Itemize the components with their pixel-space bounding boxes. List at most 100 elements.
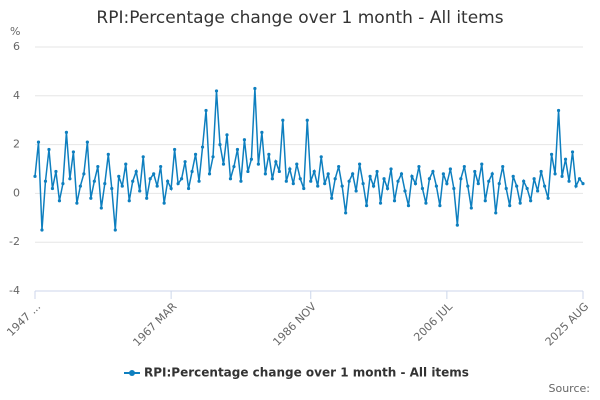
point [452,186,456,191]
point [43,179,48,183]
point [267,152,271,156]
point [291,182,295,186]
point [553,172,557,176]
point [563,157,568,161]
point [480,162,484,166]
point [277,169,281,174]
point [337,164,341,169]
y-tick-label: -4 [9,284,20,297]
legend-label: RPI:Percentage change over 1 month - All… [144,366,469,380]
point [92,179,96,183]
point [567,179,571,183]
point [169,186,173,191]
point [239,179,243,183]
point [515,184,519,188]
point [462,164,466,169]
point [200,145,205,149]
point [570,150,575,154]
point [40,228,44,232]
point [78,184,82,188]
point [148,177,152,181]
point [57,199,62,203]
point [138,189,142,193]
point [417,164,421,169]
point [448,167,452,171]
point [33,174,37,178]
point [235,147,240,152]
point [207,172,212,176]
point [532,177,536,181]
point [406,204,411,208]
point [361,182,365,186]
point [124,162,128,166]
x-tick-label: 1986 NOV [270,300,319,349]
point [173,147,177,152]
point [36,140,41,144]
point [546,196,550,200]
point [211,155,215,159]
point [183,160,187,164]
point [89,196,93,200]
point [410,174,414,178]
point [368,174,372,178]
point [162,201,166,205]
y-tick-label: 2 [13,138,20,151]
point [159,164,163,169]
point [354,189,358,193]
point [281,118,285,122]
point [529,199,533,203]
point [309,179,313,183]
line [34,88,584,231]
point [340,184,344,188]
point [490,172,494,176]
point [483,199,487,203]
point [134,169,138,174]
point [424,201,428,205]
point [371,184,376,188]
point [539,169,543,174]
point [232,164,236,169]
y-axis-label: % [10,25,20,38]
point [375,169,379,174]
point [75,201,79,205]
point [166,179,170,183]
point [152,172,156,176]
x-tick-label: 2006 JUL [411,299,455,343]
point [225,133,229,137]
point [64,130,69,134]
point [560,174,564,178]
point [103,182,107,186]
point [577,177,582,181]
point [288,167,292,171]
point [469,206,473,210]
point [228,177,233,181]
point [316,184,320,188]
point [508,204,512,208]
point [120,184,124,188]
point [497,182,501,186]
point [197,179,201,183]
point [99,206,103,210]
point [522,179,526,183]
y-tick-label: 4 [13,89,20,102]
point [295,162,299,166]
chart-title: RPI:Percentage change over 1 month - All… [96,8,503,28]
point [274,160,278,164]
point [270,177,274,181]
point [396,179,400,183]
point [511,174,515,178]
point [85,140,89,144]
point [487,179,491,183]
point [326,172,330,176]
point [110,186,114,191]
point [494,211,498,215]
point [347,179,351,183]
point [193,152,198,156]
point [155,184,159,188]
point [413,182,418,186]
point [476,182,480,186]
point [246,169,250,174]
point [543,184,547,188]
point [106,152,110,156]
point [358,162,362,166]
